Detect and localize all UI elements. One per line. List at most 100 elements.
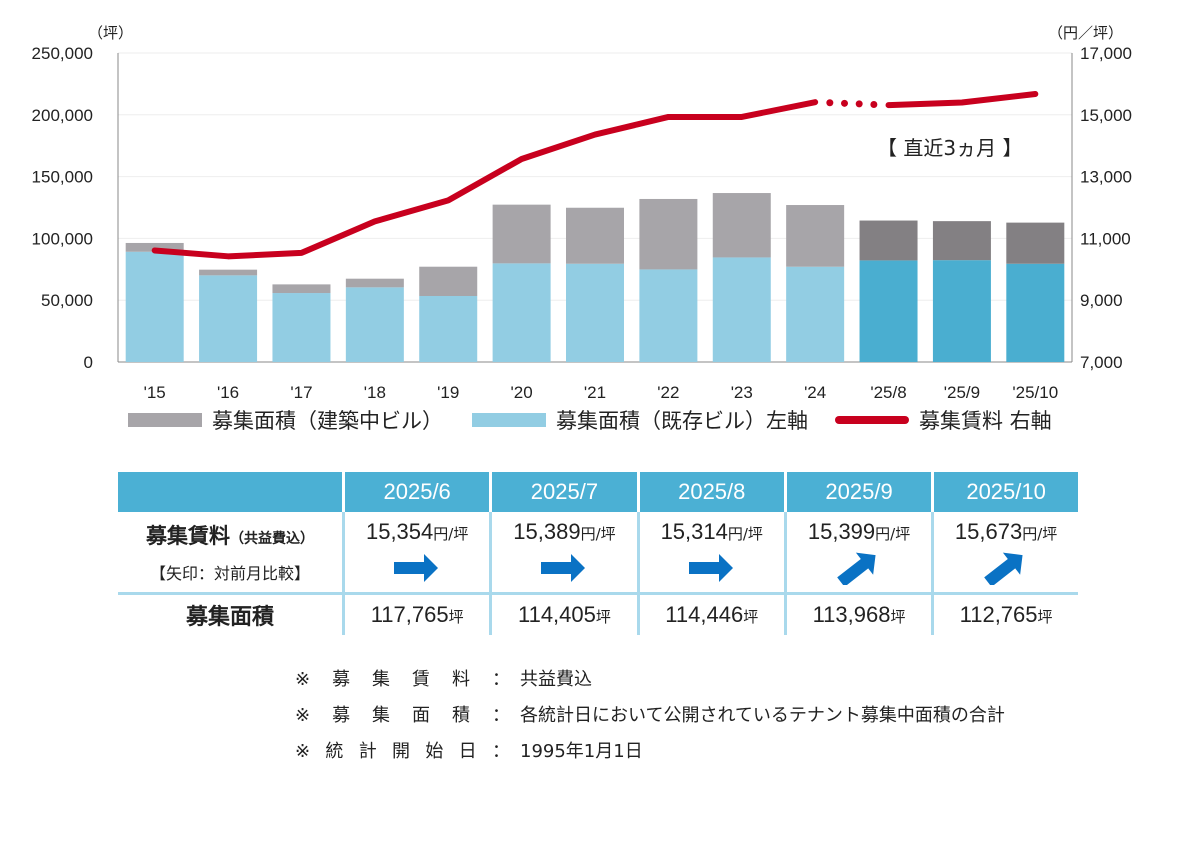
bar-construction — [786, 205, 845, 267]
rent-value: 15,314 — [660, 519, 728, 544]
arrow-right-icon — [688, 554, 733, 582]
rent-row-label: 募集賃料（共益費込） 【矢印：対前月比較】 — [118, 512, 344, 595]
bar-existing — [859, 260, 918, 362]
rent-value: 15,389 — [513, 519, 581, 544]
bar-existing — [712, 257, 771, 362]
area-value: 113,968 — [812, 602, 891, 627]
footnote: ※ 統計開始日： 1995年1月1日 — [295, 734, 1005, 770]
bar-existing — [786, 266, 845, 362]
bar-existing — [419, 295, 478, 362]
bar-existing — [125, 251, 184, 362]
rent-value: 15,673 — [954, 519, 1023, 544]
bar-existing — [272, 293, 331, 362]
left-tick-label: 50,000 — [41, 291, 93, 310]
table-header-blank — [118, 472, 344, 512]
x-tick-label: '18 — [364, 383, 386, 400]
area-value: 114,446 — [665, 602, 744, 627]
right-tick-label: 15,000 — [1080, 106, 1132, 125]
legend-item-existing: 募集面積（既存ビル）左軸 — [472, 405, 808, 435]
bar-construction — [125, 242, 184, 252]
x-tick-label: '24 — [804, 383, 826, 400]
footnote-key: ※ 募集賃料： — [295, 669, 510, 690]
bar-construction — [345, 278, 404, 288]
rent-label-sub: （共益費込） — [230, 531, 314, 547]
table-header: 2025/6 — [341, 472, 491, 512]
bar-construction — [712, 193, 771, 258]
rent-line-dot — [826, 99, 834, 107]
table-header: 2025/9 — [783, 472, 933, 512]
x-tick-label: '25/9 — [944, 383, 980, 400]
rent-cell: 15,399円/坪 — [783, 512, 933, 595]
bar-existing — [639, 269, 698, 362]
bar-construction — [199, 269, 258, 276]
bar-construction — [419, 266, 478, 296]
bar-construction — [859, 220, 918, 261]
rent-unit: 円/坪 — [727, 525, 763, 543]
rent-unit: 円/坪 — [1022, 525, 1058, 543]
x-tick-label: '19 — [437, 383, 459, 400]
bar-existing — [199, 275, 258, 362]
left-tick-label: 250,000 — [32, 44, 93, 63]
table-header: 2025/8 — [636, 472, 786, 512]
rent-cell: 15,389円/坪 — [489, 512, 639, 595]
x-tick-label: '15 — [144, 383, 166, 400]
bar-construction — [566, 207, 624, 264]
right-tick-label: 9,000 — [1080, 291, 1123, 310]
x-tick-label: '22 — [657, 383, 679, 400]
bar-construction — [932, 221, 991, 261]
bar-construction — [272, 284, 331, 294]
footnote-value: 1995年1月1日 — [520, 741, 643, 762]
area-cell: 113,968坪 — [783, 593, 933, 635]
footnote: ※ 募集面積： 各統計日において公開されているテナント募集中面積の合計 — [295, 698, 1005, 734]
bar-construction — [639, 198, 698, 270]
arrow-label: 【矢印：対前月比較】 — [149, 564, 310, 583]
legend: 募集面積（建築中ビル） 募集面積（既存ビル）左軸 募集賃料 右軸 — [0, 405, 1200, 439]
rent-unit: 円/坪 — [875, 525, 911, 543]
left-tick-label: 200,000 — [32, 106, 93, 125]
arrow-up-right-icon — [837, 552, 876, 585]
rent-value: 15,354 — [365, 519, 434, 544]
x-tick-label: '17 — [290, 383, 312, 400]
arrow-up-right-icon — [984, 552, 1023, 585]
rent-line-dot — [855, 100, 863, 108]
area-unit: 坪 — [743, 608, 759, 626]
footnotes: ※ 募集賃料： 共益費込 ※ 募集面積： 各統計日において公開されているテナント募集中面積… — [295, 662, 1005, 770]
area-value: 112,765 — [959, 602, 1038, 627]
area-unit: 坪 — [890, 608, 906, 626]
footnote-value: 共益費込 — [520, 669, 592, 690]
rent-row: 募集賃料（共益費込） 【矢印：対前月比較】 15,354円/坪 15,389円/… — [118, 512, 1078, 595]
recent-3-months-label: 【 直近3ヵ月 】 — [877, 136, 1023, 160]
rent-cell: 15,673円/坪 — [931, 512, 1078, 595]
rent-unit: 円/坪 — [433, 525, 469, 543]
x-tick-label: '23 — [731, 383, 753, 400]
bar-existing — [492, 263, 551, 362]
right-tick-label: 13,000 — [1080, 168, 1132, 187]
right-tick-label: 11,000 — [1080, 229, 1131, 248]
arrow-right-icon — [541, 554, 586, 582]
area-unit: 坪 — [595, 608, 611, 626]
rent-line-dot — [870, 101, 878, 109]
area-row: 募集面積 117,765坪 114,405坪 114,446坪 113,968坪… — [118, 593, 1078, 635]
bar-construction — [1006, 222, 1065, 264]
x-tick-label: '25/8 — [870, 383, 906, 400]
rent-line-annual — [151, 99, 819, 260]
legend-swatch — [128, 413, 202, 427]
legend-label: 募集賃料 右軸 — [919, 409, 1052, 433]
bar-existing — [932, 260, 991, 362]
footnote-key: ※ 募集面積： — [295, 705, 510, 726]
area-cell: 117,765坪 — [341, 593, 491, 635]
rent-line-recent — [885, 91, 1039, 109]
left-axis-unit: （坪） — [88, 24, 133, 42]
rent-cell: 15,354円/坪 — [341, 512, 491, 595]
rent-value: 15,399 — [807, 519, 876, 544]
bar-existing — [345, 287, 404, 362]
bar-existing — [1006, 263, 1065, 362]
table-header: 2025/7 — [489, 472, 639, 512]
rent-unit: 円/坪 — [580, 525, 616, 543]
x-tick-label: '25/10 — [1012, 383, 1058, 400]
bar-construction — [492, 204, 551, 264]
left-tick-label: 0 — [84, 353, 93, 372]
rent-cell: 15,314円/坪 — [636, 512, 786, 595]
legend-label: 募集面積（建築中ビル） — [212, 409, 443, 433]
right-tick-label: 17,000 — [1080, 44, 1132, 63]
